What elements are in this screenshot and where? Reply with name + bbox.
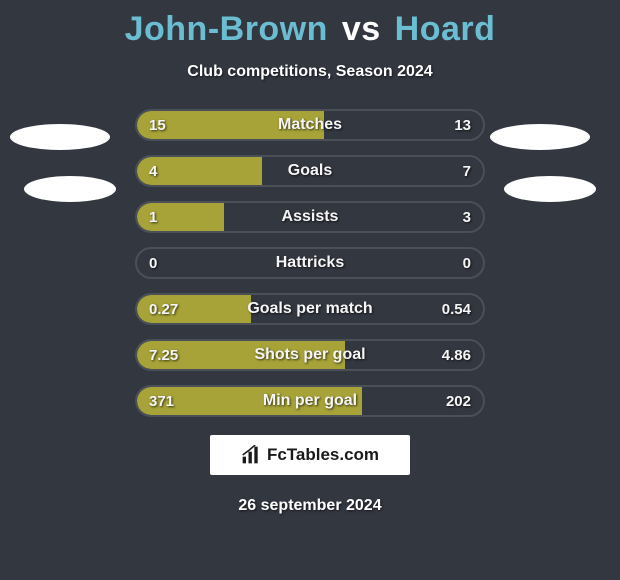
stat-bar-left <box>137 203 224 231</box>
stat-row: 7.254.86Shots per goal <box>135 339 485 371</box>
vs-text: vs <box>342 10 381 48</box>
stat-value-left: 0 <box>149 249 157 277</box>
player1-name: John-Brown <box>125 10 328 48</box>
stat-bar-left <box>137 341 345 369</box>
stat-label: Hattricks <box>137 249 483 277</box>
stat-row: 47Goals <box>135 155 485 187</box>
stat-row: 13Assists <box>135 201 485 233</box>
stat-value-right: 3 <box>463 203 471 231</box>
stat-value-right: 4.86 <box>442 341 471 369</box>
decorative-ellipse <box>24 176 116 202</box>
stat-row: 0 0Hattricks <box>135 247 485 279</box>
decorative-ellipse <box>504 176 596 202</box>
decorative-ellipse <box>10 124 110 150</box>
player2-name: Hoard <box>395 10 496 48</box>
stat-value-right: 202 <box>446 387 471 415</box>
stat-row: 1513Matches <box>135 109 485 141</box>
stat-bar-left <box>137 387 362 415</box>
stat-row: 0.270.54Goals per match <box>135 293 485 325</box>
title: John-Brown vs Hoard <box>0 0 620 49</box>
bars-icon <box>241 445 261 465</box>
stat-value-right: 0.54 <box>442 295 471 323</box>
stat-value-right: 13 <box>454 111 471 139</box>
stat-row: 371202Min per goal <box>135 385 485 417</box>
decorative-ellipse <box>490 124 590 150</box>
stat-bar-left <box>137 111 324 139</box>
stat-bar-left <box>137 157 262 185</box>
date-text: 26 september 2024 <box>0 497 620 515</box>
subtitle: Club competitions, Season 2024 <box>0 63 620 81</box>
stat-bar-left <box>137 295 251 323</box>
stat-value-right: 7 <box>463 157 471 185</box>
stats-rows: 1513Matches 47Goals 13Assists 0 0Hattricks 0.… <box>135 109 485 417</box>
brand-text: FcTables.com <box>267 445 379 465</box>
brand-badge: FcTables.com <box>210 435 410 475</box>
stat-value-right: 0 <box>463 249 471 277</box>
